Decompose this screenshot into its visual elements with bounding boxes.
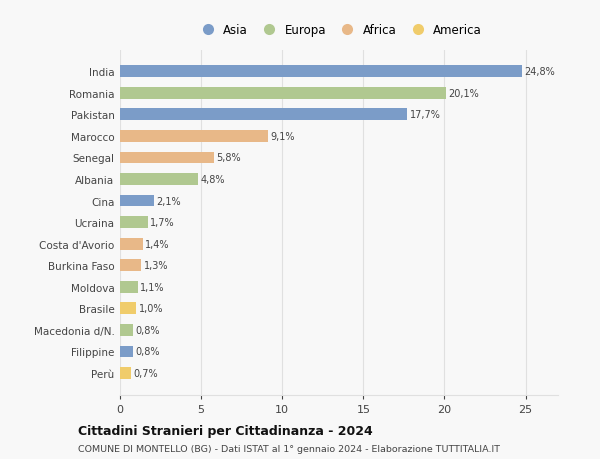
Bar	[120, 303, 136, 314]
Text: 2,1%: 2,1%	[157, 196, 181, 206]
Bar	[120, 66, 523, 78]
Bar	[120, 217, 148, 229]
Text: 4,8%: 4,8%	[200, 174, 225, 185]
Bar	[120, 346, 133, 358]
Bar	[120, 324, 133, 336]
Text: 1,1%: 1,1%	[140, 282, 165, 292]
Bar	[120, 109, 407, 121]
Text: 1,7%: 1,7%	[150, 218, 175, 228]
Bar	[120, 152, 214, 164]
Legend: Asia, Europa, Africa, America: Asia, Europa, Africa, America	[194, 22, 484, 39]
Text: 1,4%: 1,4%	[145, 239, 170, 249]
Bar	[120, 281, 138, 293]
Text: 0,8%: 0,8%	[136, 347, 160, 357]
Bar	[120, 260, 141, 272]
Text: 0,7%: 0,7%	[134, 368, 158, 378]
Bar	[120, 367, 131, 379]
Bar	[120, 88, 446, 100]
Bar	[120, 131, 268, 142]
Text: COMUNE DI MONTELLO (BG) - Dati ISTAT al 1° gennaio 2024 - Elaborazione TUTTITALI: COMUNE DI MONTELLO (BG) - Dati ISTAT al …	[78, 444, 500, 453]
Text: 9,1%: 9,1%	[270, 132, 295, 141]
Text: Cittadini Stranieri per Cittadinanza - 2024: Cittadini Stranieri per Cittadinanza - 2…	[78, 424, 373, 437]
Text: 0,8%: 0,8%	[136, 325, 160, 335]
Text: 1,0%: 1,0%	[139, 304, 163, 313]
Text: 20,1%: 20,1%	[449, 89, 479, 99]
Bar	[120, 195, 154, 207]
Text: 17,7%: 17,7%	[410, 110, 440, 120]
Text: 5,8%: 5,8%	[217, 153, 241, 163]
Bar	[120, 174, 198, 185]
Text: 1,3%: 1,3%	[143, 261, 168, 271]
Text: 24,8%: 24,8%	[525, 67, 556, 77]
Bar	[120, 238, 143, 250]
